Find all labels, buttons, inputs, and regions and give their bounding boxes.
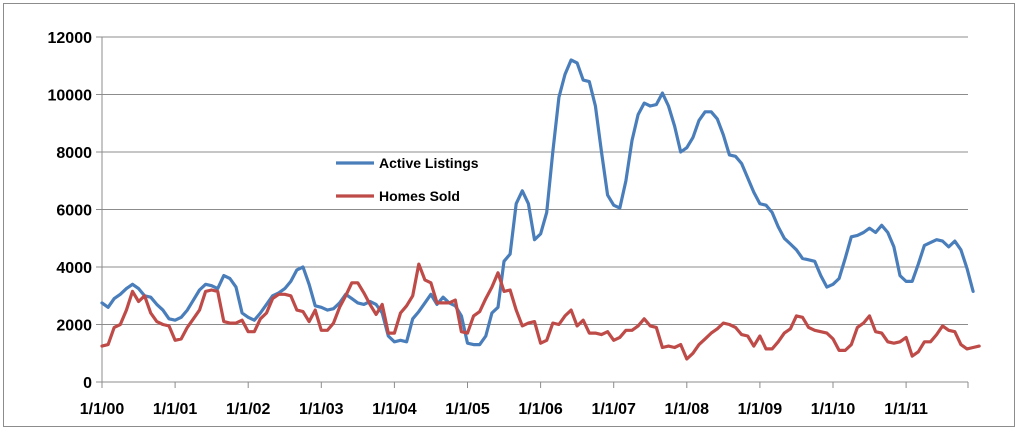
- x-tick-label: 1/1/02: [226, 401, 271, 418]
- chart-frame: [3, 3, 1015, 427]
- x-tick-label: 1/1/03: [299, 401, 344, 418]
- x-tick-label: 1/1/09: [738, 401, 783, 418]
- x-tick-label: 1/1/04: [372, 401, 417, 418]
- y-tick-label: 4000: [56, 260, 92, 277]
- x-tick-label: 1/1/10: [811, 401, 856, 418]
- x-tick-label: 1/1/06: [518, 401, 563, 418]
- y-tick-label: 12000: [48, 30, 93, 47]
- y-tick-label: 2000: [56, 318, 92, 335]
- x-tick-label: 1/1/00: [80, 401, 125, 418]
- x-axis-ticks: 1/1/00 1/1/01 1/1/02 1/1/03 1/1/04 1/1/05 1/1/…: [80, 382, 969, 418]
- x-tick-label: 1/1/11: [884, 401, 928, 418]
- x-tick-label: 1/1/08: [665, 401, 710, 418]
- series-line-0: [100, 58, 975, 347]
- series-line-1: [100, 262, 981, 361]
- x-tick-label: 1/1/05: [445, 401, 490, 418]
- legend-label-1: Homes Sold: [379, 188, 460, 204]
- series-lines: [100, 58, 981, 361]
- axes: [101, 37, 968, 383]
- x-tick-label: 1/1/07: [591, 401, 636, 418]
- y-tick-label: 10000: [48, 88, 93, 105]
- legend: Active Listings Homes Sold: [336, 155, 479, 204]
- y-tick-label: 0: [83, 375, 92, 392]
- y-tick-label: 6000: [56, 203, 92, 220]
- legend-label-0: Active Listings: [379, 155, 479, 171]
- x-tick-label: 1/1/01: [153, 401, 198, 418]
- y-axis-ticks: 0 2000 4000 6000 8000 10000 12000: [48, 30, 102, 392]
- y-tick-label: 8000: [56, 145, 92, 162]
- gridlines: [102, 36, 968, 325]
